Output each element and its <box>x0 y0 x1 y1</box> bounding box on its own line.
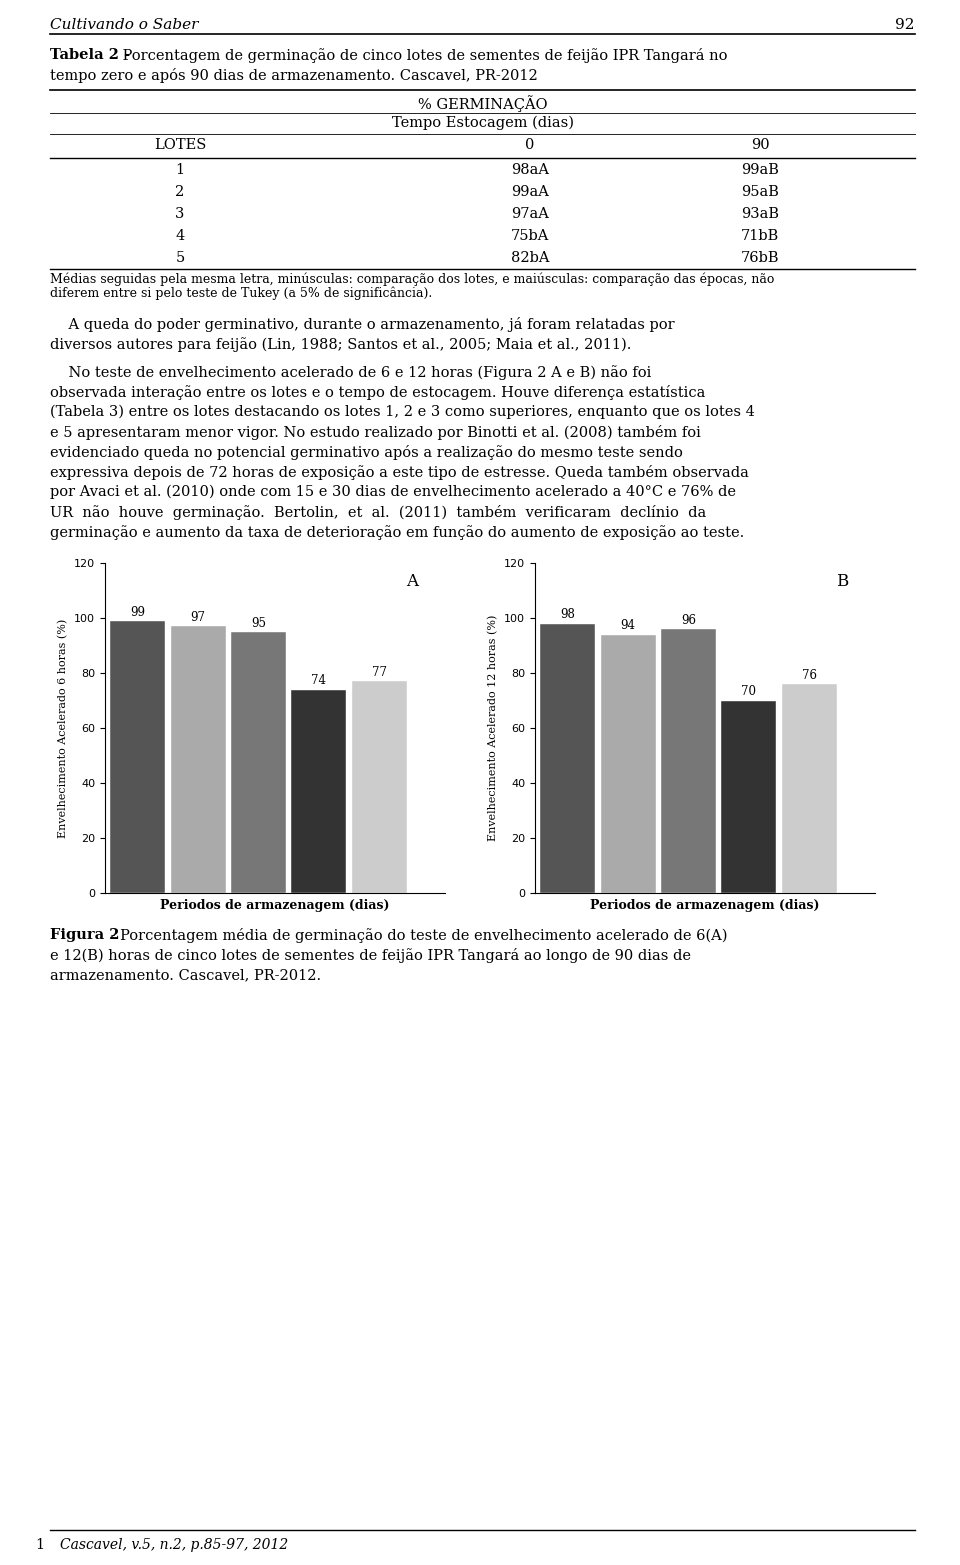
Text: Tabela 2 -: Tabela 2 - <box>50 49 131 63</box>
Text: 93aB: 93aB <box>741 207 779 221</box>
Bar <box>110 621 165 894</box>
Bar <box>171 626 226 894</box>
Text: Cascavel, v.5, n.2, p.85-97, 2012: Cascavel, v.5, n.2, p.85-97, 2012 <box>60 1538 288 1552</box>
Text: 98: 98 <box>561 609 575 621</box>
Text: 75bA: 75bA <box>511 228 549 243</box>
Text: 0: 0 <box>525 138 535 152</box>
Text: 1: 1 <box>35 1538 44 1552</box>
Text: 82bA: 82bA <box>511 250 549 264</box>
Bar <box>540 623 595 894</box>
Text: e 5 apresentaram menor vigor. No estudo realizado por Binotti et al. (2008) tamb: e 5 apresentaram menor vigor. No estudo … <box>50 426 701 440</box>
Text: 74: 74 <box>311 675 326 687</box>
Bar <box>781 684 836 894</box>
Text: 94: 94 <box>621 620 636 632</box>
Text: 76bB: 76bB <box>741 250 780 264</box>
Text: 99aA: 99aA <box>511 185 549 199</box>
Text: % GERMINAÇÃO: % GERMINAÇÃO <box>418 95 547 111</box>
Text: 77: 77 <box>372 667 387 679</box>
Bar <box>661 629 716 894</box>
Text: expressiva depois de 72 horas de exposição a este tipo de estresse. Queda também: expressiva depois de 72 horas de exposiç… <box>50 465 749 480</box>
Text: Tempo Estocagem (dias): Tempo Estocagem (dias) <box>392 116 573 130</box>
Text: 92: 92 <box>896 19 915 31</box>
Text: 4: 4 <box>176 228 184 243</box>
Text: 95aB: 95aB <box>741 185 779 199</box>
Text: 96: 96 <box>681 613 696 628</box>
Text: 71bB: 71bB <box>741 228 780 243</box>
Text: 98aA: 98aA <box>511 163 549 177</box>
Text: 1: 1 <box>176 163 184 177</box>
Text: evidenciado queda no potencial germinativo após a realização do mesmo teste send: evidenciado queda no potencial germinati… <box>50 444 683 460</box>
Text: 3: 3 <box>176 207 184 221</box>
Bar <box>231 632 286 894</box>
Text: e 12(B) horas de cinco lotes de sementes de feijão IPR Tangará ao longo de 90 di: e 12(B) horas de cinco lotes de sementes… <box>50 948 691 962</box>
Text: diversos autores para feijão (Lin, 1988; Santos et al., 2005; Maia et al., 2011): diversos autores para feijão (Lin, 1988;… <box>50 336 632 352</box>
Text: por Avaci et al. (2010) onde com 15 e 30 dias de envelhecimento acelerado a 40°C: por Avaci et al. (2010) onde com 15 e 30… <box>50 485 736 499</box>
Text: 95: 95 <box>252 617 266 629</box>
Text: 99aB: 99aB <box>741 163 779 177</box>
Text: Médias seguidas pela mesma letra, minúsculas: comparação dos lotes, e maiúsculas: Médias seguidas pela mesma letra, minúsc… <box>50 272 775 286</box>
Y-axis label: Envelhecimento Acelerado 6 horas (%): Envelhecimento Acelerado 6 horas (%) <box>59 618 68 837</box>
X-axis label: Periodos de armazenagem (dias): Periodos de armazenagem (dias) <box>590 898 820 911</box>
Text: 2: 2 <box>176 185 184 199</box>
Text: 76: 76 <box>802 668 817 682</box>
Text: 99: 99 <box>131 606 145 618</box>
Text: A queda do poder germinativo, durante o armazenamento, já foram relatadas por: A queda do poder germinativo, durante o … <box>50 318 675 332</box>
Bar <box>292 690 347 894</box>
Text: diferem entre si pelo teste de Tukey (a 5% de significância).: diferem entre si pelo teste de Tukey (a … <box>50 286 432 300</box>
Bar <box>722 701 777 894</box>
Text: UR  não  houve  germinação.  Bertolin,  et  al.  (2011)  também  verificaram  de: UR não houve germinação. Bertolin, et al… <box>50 505 707 520</box>
Text: B: B <box>835 573 848 590</box>
Y-axis label: Envelhecimento Acelerado 12 horas (%): Envelhecimento Acelerado 12 horas (%) <box>489 615 498 842</box>
Text: 5: 5 <box>176 250 184 264</box>
Text: Figura 2: Figura 2 <box>50 928 119 942</box>
Text: armazenamento. Cascavel, PR-2012.: armazenamento. Cascavel, PR-2012. <box>50 969 322 981</box>
Text: Cultivando o Saber: Cultivando o Saber <box>50 19 199 31</box>
Bar <box>601 634 656 894</box>
Text: LOTES: LOTES <box>154 138 206 152</box>
Text: 97aA: 97aA <box>511 207 549 221</box>
Text: observada interação entre os lotes e o tempo de estocagem. Houve diferença estat: observada interação entre os lotes e o t… <box>50 385 706 401</box>
Text: Porcentagem de germinação de cinco lotes de sementes de feijão IPR Tangará no: Porcentagem de germinação de cinco lotes… <box>118 49 728 63</box>
Text: 97: 97 <box>191 610 205 624</box>
Text: A: A <box>406 573 418 590</box>
Text: germinação e aumento da taxa de deterioração em função do aumento de exposição a: germinação e aumento da taxa de deterior… <box>50 524 744 540</box>
Text: 90: 90 <box>751 138 769 152</box>
Text: - Porcentagem média de germinação do teste de envelhecimento acelerado de 6(A): - Porcentagem média de germinação do tes… <box>106 928 728 944</box>
Text: tempo zero e após 90 dias de armazenamento. Cascavel, PR-2012: tempo zero e após 90 dias de armazenamen… <box>50 67 538 83</box>
Text: (Tabela 3) entre os lotes destacando os lotes 1, 2 e 3 como superiores, enquanto: (Tabela 3) entre os lotes destacando os … <box>50 405 755 419</box>
Text: 70: 70 <box>741 685 756 698</box>
Legend: LOTE 1, LOTE 2, LOTE 3, LOTE 4, LOTE 5: LOTE 1, LOTE 2, LOTE 3, LOTE 4, LOTE 5 <box>560 665 626 757</box>
X-axis label: Periodos de armazenagem (dias): Periodos de armazenagem (dias) <box>160 898 390 911</box>
Bar <box>351 681 407 894</box>
Text: No teste de envelhecimento acelerado de 6 e 12 horas (Figura 2 A e B) não foi: No teste de envelhecimento acelerado de … <box>50 365 652 380</box>
